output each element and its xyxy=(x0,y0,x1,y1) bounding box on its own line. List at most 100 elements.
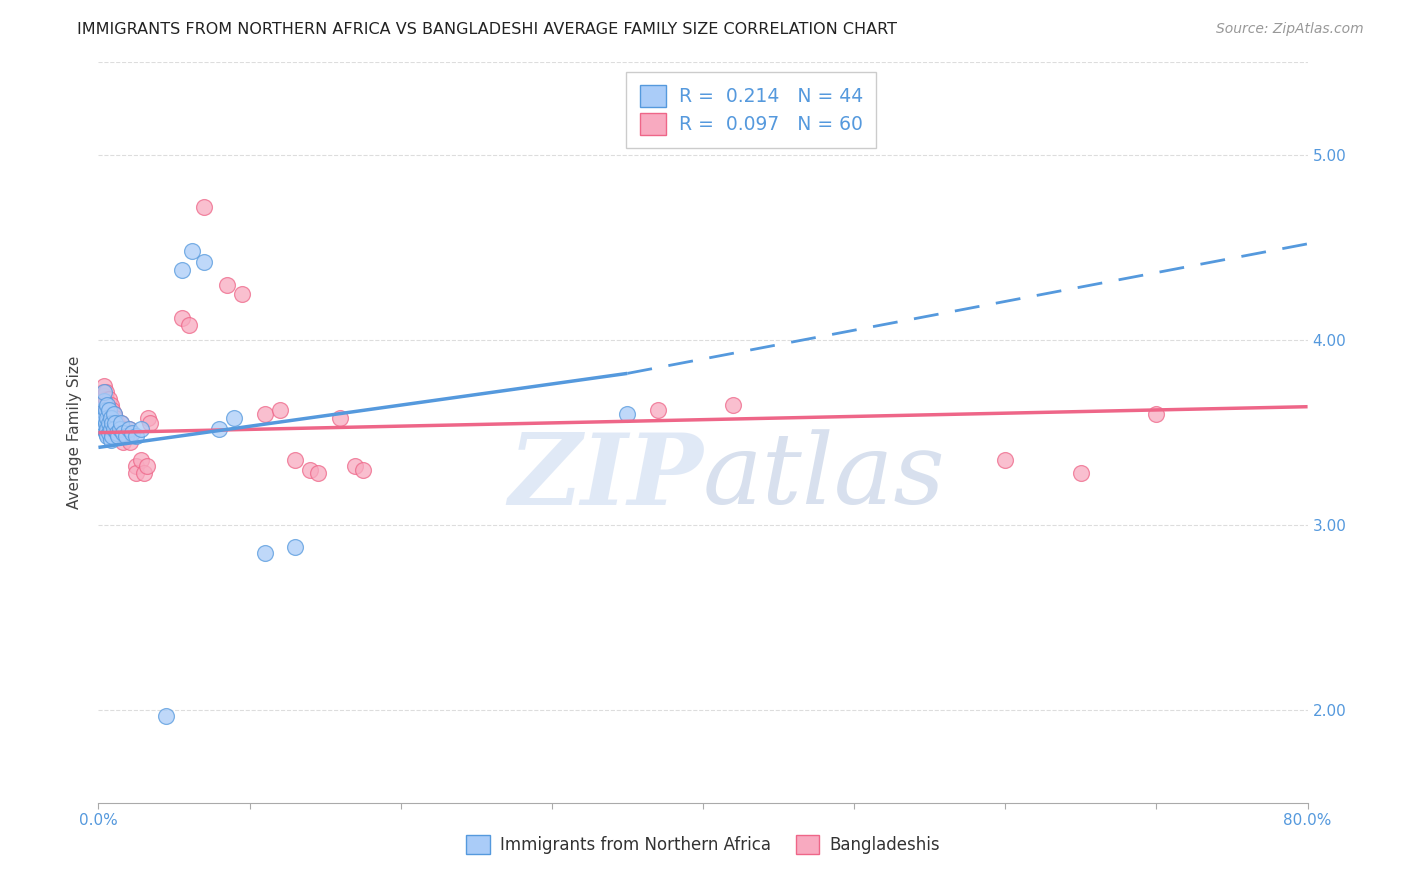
Point xyxy=(136,410,159,425)
Point xyxy=(120,434,142,449)
Point xyxy=(253,546,276,560)
Point xyxy=(96,398,118,412)
Point xyxy=(94,384,117,399)
Legend: Immigrants from Northern Africa, Bangladeshis: Immigrants from Northern Africa, Banglad… xyxy=(460,829,946,861)
Point xyxy=(114,429,136,443)
Point xyxy=(121,425,143,440)
Point xyxy=(94,392,117,407)
Point xyxy=(96,398,118,412)
Point xyxy=(224,410,246,425)
Point xyxy=(96,407,118,421)
Point xyxy=(111,422,134,436)
Point xyxy=(93,379,115,393)
Point xyxy=(101,429,124,443)
Point xyxy=(344,458,367,473)
Text: Source: ZipAtlas.com: Source: ZipAtlas.com xyxy=(1216,22,1364,37)
Point xyxy=(104,410,127,425)
Point xyxy=(231,286,253,301)
Point xyxy=(181,244,204,259)
Point xyxy=(90,420,112,434)
Point xyxy=(114,429,136,443)
Point xyxy=(284,453,307,467)
Point xyxy=(170,262,193,277)
Point xyxy=(98,417,121,431)
Point xyxy=(111,434,134,449)
Point xyxy=(93,388,115,402)
Point xyxy=(299,462,322,476)
Point xyxy=(104,417,127,431)
Point xyxy=(110,417,132,431)
Point xyxy=(94,403,117,417)
Point xyxy=(139,417,162,431)
Point xyxy=(100,422,122,436)
Point xyxy=(103,422,125,436)
Point xyxy=(91,384,114,399)
Point xyxy=(616,407,638,421)
Point xyxy=(110,425,132,440)
Point xyxy=(352,462,374,476)
Point xyxy=(98,410,121,425)
Point xyxy=(100,433,122,447)
Point xyxy=(105,417,128,431)
Point xyxy=(103,425,125,440)
Point xyxy=(118,422,141,436)
Point xyxy=(100,398,122,412)
Point xyxy=(103,417,125,431)
Point xyxy=(90,410,112,425)
Point xyxy=(90,398,112,412)
Point xyxy=(118,422,141,436)
Point xyxy=(269,403,291,417)
Point xyxy=(125,467,148,481)
Point xyxy=(111,425,134,440)
Point xyxy=(208,422,231,436)
Point xyxy=(98,417,121,431)
Point xyxy=(91,392,114,407)
Point xyxy=(98,425,121,440)
Point xyxy=(108,429,131,443)
Point xyxy=(93,410,115,425)
Point xyxy=(125,429,148,443)
Point xyxy=(193,200,215,214)
Point xyxy=(91,417,114,431)
Point xyxy=(994,453,1017,467)
Point xyxy=(307,467,329,481)
Point xyxy=(96,429,118,443)
Point xyxy=(101,417,124,431)
Point xyxy=(105,425,128,440)
Point xyxy=(96,403,118,417)
Text: IMMIGRANTS FROM NORTHERN AFRICA VS BANGLADESHI AVERAGE FAMILY SIZE CORRELATION C: IMMIGRANTS FROM NORTHERN AFRICA VS BANGL… xyxy=(77,22,897,37)
Point xyxy=(1144,407,1167,421)
Point xyxy=(107,429,129,443)
Point xyxy=(253,407,276,421)
Point xyxy=(101,417,124,431)
Point xyxy=(155,708,177,723)
Point xyxy=(107,422,129,436)
Point xyxy=(215,277,238,292)
Y-axis label: Average Family Size: Average Family Size xyxy=(67,356,83,509)
Point xyxy=(98,403,121,417)
Point xyxy=(94,417,117,431)
Point xyxy=(170,310,193,325)
Point xyxy=(93,384,115,399)
Point xyxy=(132,467,155,481)
Point xyxy=(100,410,122,425)
Point xyxy=(105,425,128,440)
Point xyxy=(93,394,115,409)
Point xyxy=(193,255,215,269)
Point xyxy=(723,398,745,412)
Point xyxy=(94,403,117,417)
Point xyxy=(96,410,118,425)
Point xyxy=(103,407,125,421)
Point xyxy=(110,417,132,431)
Point xyxy=(1070,467,1092,481)
Point xyxy=(94,425,117,440)
Point xyxy=(125,458,148,473)
Point xyxy=(91,403,114,417)
Point xyxy=(100,410,122,425)
Point xyxy=(98,392,121,407)
Point xyxy=(96,410,118,425)
Point xyxy=(103,407,125,421)
Point xyxy=(329,410,352,425)
Point xyxy=(108,422,131,436)
Point xyxy=(101,403,124,417)
